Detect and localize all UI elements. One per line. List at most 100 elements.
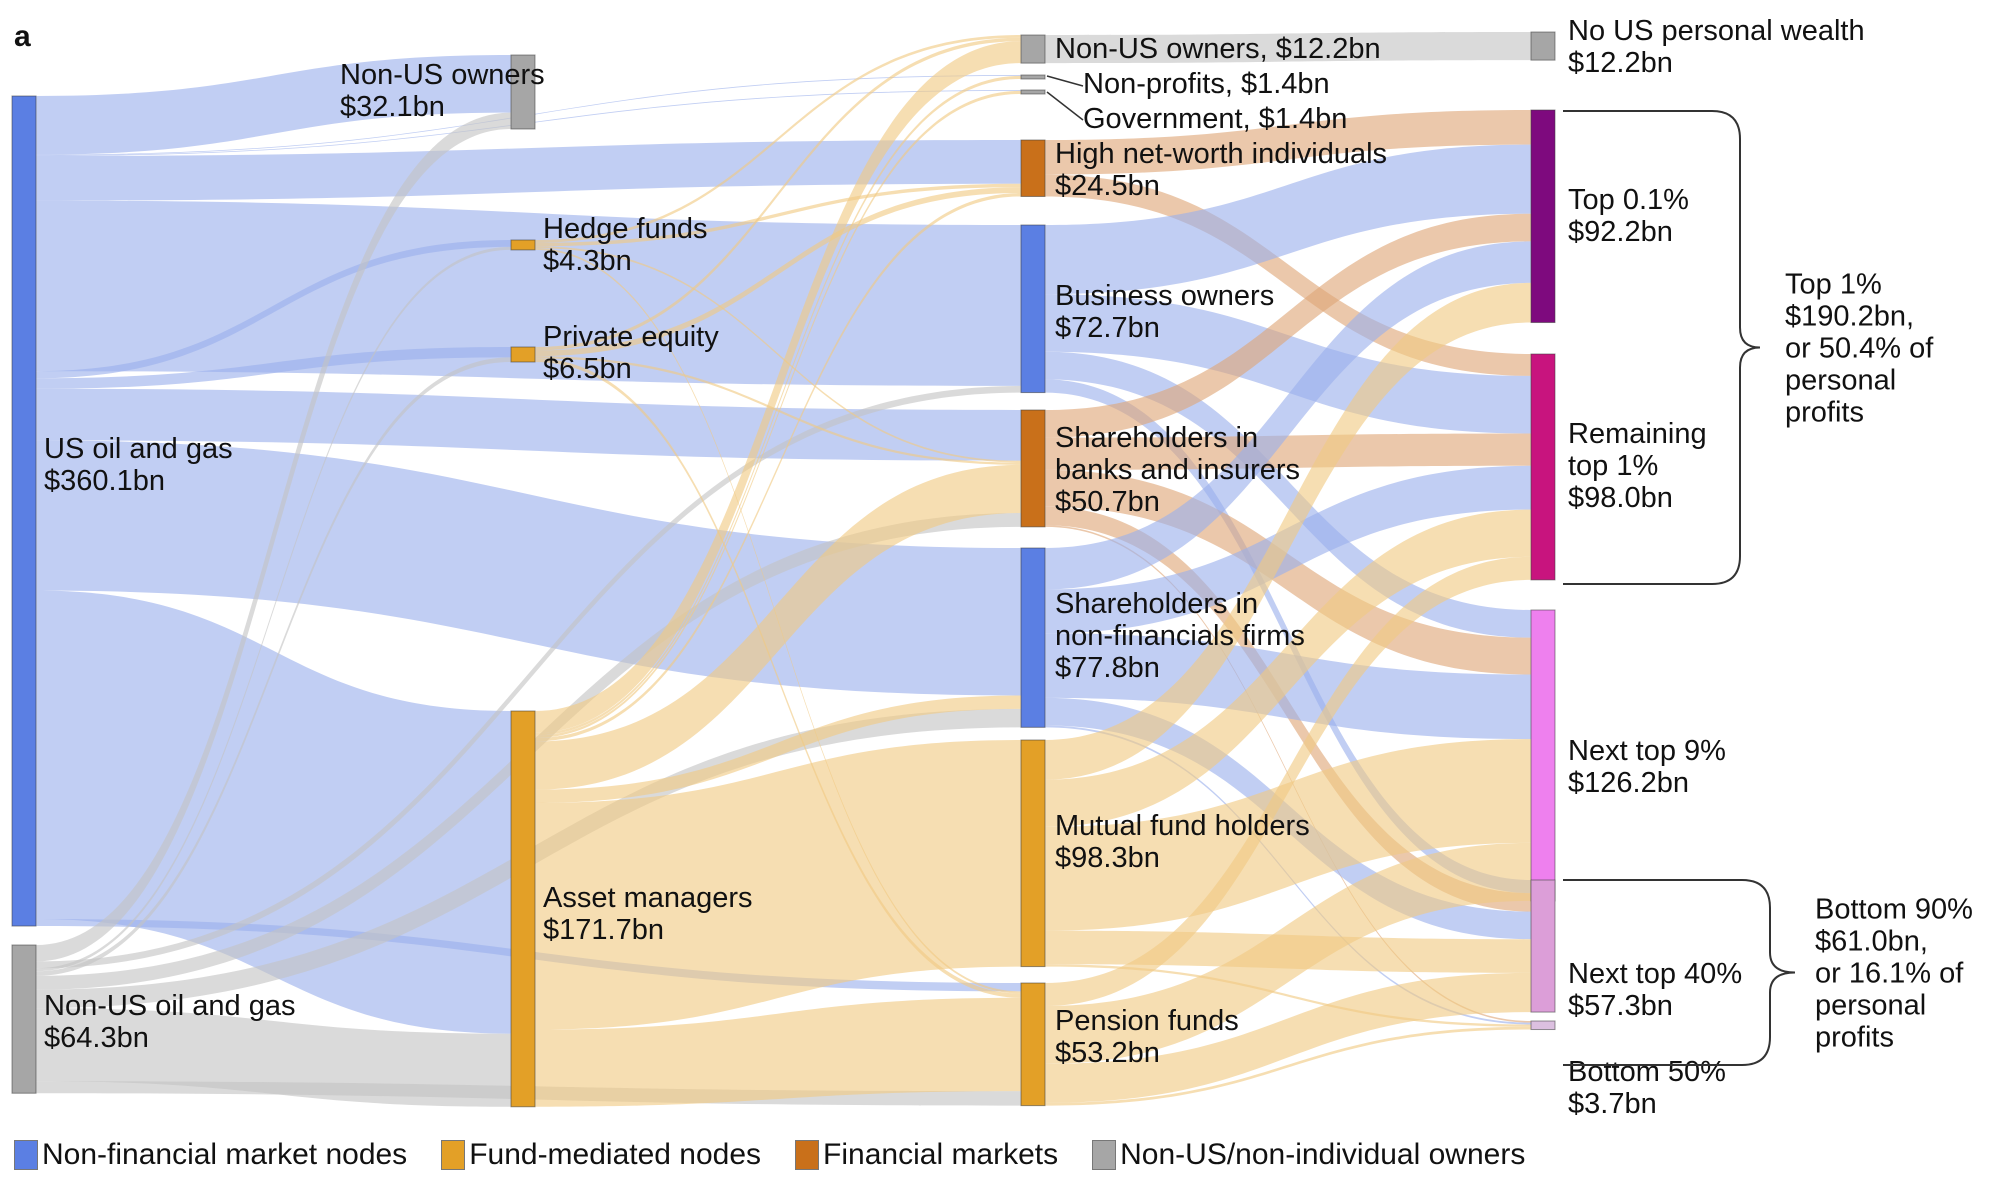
link-nonus_og-to-nonus_owners1	[36, 112, 511, 962]
link-am-to-nonprofits	[535, 75, 1021, 736]
node-rem1	[1530, 353, 1556, 581]
node-label-next40: Next top 40% $57.3bn	[1568, 958, 1742, 1022]
link-am-to-nonus_owners2	[535, 41, 1021, 733]
node-label-nonus_owners2: Non-US owners, $12.2bn	[1055, 33, 1381, 65]
link-us_og-to-nonus_owners1	[36, 55, 511, 155]
node-banks	[1020, 409, 1046, 528]
link-am-to-gov	[535, 90, 1021, 738]
legend-swatch	[14, 1140, 38, 1170]
legend-item-fund_mediated: Fund-mediated nodes	[441, 1138, 761, 1172]
node-nonprofits	[1020, 74, 1046, 80]
link-pension-to-rem1	[1045, 556, 1531, 1006]
link-us_og-to-hedge	[36, 240, 511, 379]
node-hnwi	[1020, 139, 1046, 197]
brace-top1	[1563, 110, 1761, 585]
link-nonfin-to-top01	[1045, 241, 1531, 590]
node-label-bizown: Business owners $72.7bn	[1055, 280, 1274, 344]
link-us_og-to-pe	[36, 347, 511, 389]
link-banks-to-rem1	[1045, 433, 1531, 470]
node-label-nonprofits: Non-profits, $1.4bn	[1083, 68, 1330, 100]
node-label-hnwi: High net-worth individuals $24.5bn	[1055, 138, 1387, 202]
legend-swatch	[1092, 1140, 1117, 1170]
node-next9	[1530, 609, 1556, 902]
annotation-bottom90: Bottom 90% $61.0bn, or 16.1% of personal pro…	[1815, 894, 1973, 1054]
sankey-nodes	[11, 31, 1556, 1108]
node-label-hedge: Hedge funds $4.3bn	[543, 213, 707, 277]
node-nonus_owners1	[510, 54, 536, 130]
node-us_og	[11, 95, 37, 927]
annotation-top1: Top 1% $190.2bn, or 50.4% of personal profit…	[1785, 269, 1934, 429]
node-hedge	[510, 239, 536, 251]
node-label-mutual: Mutual fund holders $98.3bn	[1055, 810, 1310, 874]
legend-item-non_us: Non-US/non-individual owners	[1092, 1138, 1525, 1172]
node-pe	[510, 346, 536, 363]
link-pension-to-next9	[1045, 842, 1531, 1064]
legend-label: Financial markets	[823, 1138, 1059, 1171]
link-hnwi-to-top01	[1045, 110, 1531, 175]
node-label-bottom50: Bottom 50% $3.7bn	[1568, 1056, 1726, 1120]
node-nowealth	[1530, 31, 1556, 61]
link-us_og-to-hnwi	[36, 140, 1021, 201]
node-pension	[1020, 982, 1046, 1107]
link-am-to-pension	[535, 997, 1021, 1107]
link-pe-to-banks	[535, 356, 1021, 465]
node-label-top01: Top 0.1% $92.2bn	[1568, 184, 1689, 248]
link-nonus_owners2-to-nowealth	[1045, 32, 1531, 64]
panel-letter: a	[14, 20, 31, 53]
link-bizown-to-top01	[1045, 144, 1531, 295]
legend-item-non_financial: Non-financial market nodes	[14, 1138, 407, 1172]
link-hedge-to-banks	[535, 246, 1021, 463]
node-label-am: Asset managers $171.7bn	[543, 882, 753, 946]
node-label-nowealth: No US personal wealth $12.2bn	[1568, 15, 1865, 79]
node-nonus_og	[11, 944, 37, 1094]
node-label-pe: Private equity $6.5bn	[543, 321, 719, 385]
node-label-pension: Pension funds $53.2bn	[1055, 1005, 1239, 1069]
link-hedge-to-hnwi	[535, 183, 1021, 247]
link-banks-to-top01	[1045, 213, 1531, 438]
node-bottom50	[1530, 1020, 1556, 1031]
sankey-links	[36, 32, 1531, 1107]
node-label-nonus_owners1: Non-US owners $32.1bn	[340, 59, 545, 123]
link-pension-to-bottom50	[1045, 1026, 1531, 1106]
node-label-us_og: US oil and gas $360.1bn	[44, 433, 233, 497]
node-label-gov: Government, $1.4bn	[1083, 103, 1347, 135]
leader-line-gov	[1046, 91, 1084, 121]
link-bizown-to-rem1	[1045, 294, 1531, 434]
node-nonfin	[1020, 547, 1046, 728]
legend-swatch	[441, 1140, 466, 1170]
link-hnwi-to-rem1	[1045, 174, 1531, 376]
link-nonus_og-to-hedge	[36, 246, 511, 972]
link-us_og-to-banks	[36, 388, 1021, 461]
node-label-nonus_og: Non-US oil and gas $64.3bn	[44, 990, 295, 1054]
link-am-to-nonfin	[535, 695, 1021, 803]
link-am-to-mutual	[535, 740, 1021, 1030]
link-am-to-hnwi	[535, 193, 1021, 742]
sankey-labels: US oil and gas $360.1bn Non-US oil and gas…	[44, 15, 1865, 1120]
legend-label: Non-financial market nodes	[42, 1138, 408, 1171]
node-label-nonfin: Shareholders in non-financials firms $77.8…	[1055, 588, 1305, 684]
node-bizown	[1020, 224, 1046, 394]
link-pe-to-nonus_owners2	[535, 37, 1021, 351]
node-label-rem1: Remaining top 1% $98.0bn	[1568, 418, 1707, 514]
sankey-braces: Top 1% $190.2bn, or 50.4% of personal profit…	[1563, 110, 1973, 1066]
node-next40	[1530, 879, 1556, 1013]
link-pe-to-pension	[535, 358, 1021, 998]
legend-swatch	[795, 1140, 820, 1170]
link-hedge-to-nonus_owners2	[535, 35, 1021, 243]
link-nonus_og-to-bizown	[36, 385, 1021, 969]
link-mutual-to-rem1	[1045, 509, 1531, 827]
node-am	[510, 710, 536, 1108]
node-mutual	[1020, 739, 1046, 968]
legend: Non-financial market nodes Fund-mediated …	[14, 1138, 1559, 1172]
node-label-next9: Next top 9% $126.2bn	[1568, 735, 1726, 799]
link-mutual-to-next9	[1045, 739, 1531, 931]
leader-line-nonprofits	[1046, 75, 1084, 87]
legend-label: Non-US/non-individual owners	[1120, 1138, 1526, 1171]
link-pension-to-next40	[1045, 972, 1531, 1103]
link-bizown-to-next9	[1045, 351, 1531, 638]
link-mutual-to-bottom50	[1045, 964, 1531, 1027]
link-pe-to-hnwi	[535, 187, 1021, 357]
link-nonus_og-to-pe	[36, 357, 511, 976]
brace-bottom90	[1563, 879, 1796, 1066]
